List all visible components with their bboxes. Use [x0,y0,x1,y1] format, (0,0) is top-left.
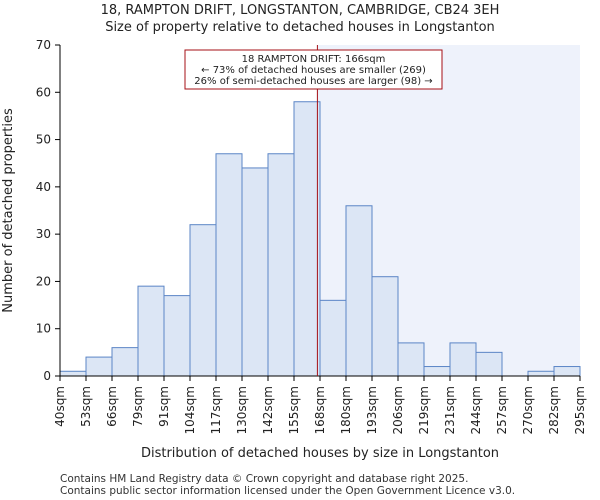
annotation-line-1: 18 RAMPTON DRIFT: 166sqm [242,54,386,65]
bar-104sqm [189,224,217,377]
x-tick-label: 117sqm [209,386,223,434]
y-tick-label: 0 [43,369,51,383]
x-tick-label: 244sqm [469,386,483,434]
bar-244sqm [475,351,503,377]
bar-180sqm [345,205,373,377]
bar-193sqm [371,276,399,377]
x-tick-label: 79sqm [131,386,145,427]
x-tick-label: 104sqm [183,386,197,434]
bar-130sqm [241,167,269,377]
annotation-line-3: 26% of semi-detached houses are larger (… [194,76,432,87]
bar-219sqm [423,366,451,377]
y-tick-label: 10 [36,322,51,336]
bar-282sqm [553,366,581,377]
bar-168sqm [319,299,347,377]
bar-142sqm [267,153,295,377]
bar-155sqm [293,101,321,377]
x-tick-label: 206sqm [391,386,405,434]
bar-231sqm [449,342,477,377]
y-tick-label: 70 [36,38,51,52]
bar-66sqm [111,347,139,377]
y-tick-label: 60 [36,85,51,99]
y-tick-label: 40 [36,180,51,194]
x-tick-label: 91sqm [157,386,171,427]
bar-79sqm [137,285,165,377]
x-tick-label: 53sqm [79,386,93,427]
bar-270sqm [527,370,555,377]
x-tick-label: 130sqm [235,386,249,434]
x-tick-label: 231sqm [443,386,457,434]
y-tick-label: 30 [36,227,51,241]
x-tick-label: 257sqm [495,386,509,434]
x-tick-label: 193sqm [365,386,379,434]
x-tick-label: 66sqm [105,386,119,427]
x-tick-label: 282sqm [547,386,561,434]
annotation-line-2: ← 73% of detached houses are smaller (26… [201,65,426,76]
x-tick-label: 180sqm [339,386,353,434]
footer-copyright: Contains HM Land Registry data © Crown c… [60,473,469,485]
chart-subtitle: Size of property relative to detached ho… [105,20,495,35]
bar-91sqm [163,295,191,377]
bar-40sqm [59,370,87,377]
x-tick-label: 219sqm [417,386,431,434]
bar-53sqm [85,356,113,377]
bar-206sqm [397,342,425,377]
y-axis-title: Number of detached properties [1,108,16,313]
x-tick-label: 295sqm [573,386,587,434]
x-tick-label: 40sqm [53,386,67,427]
y-tick-label: 20 [36,274,51,288]
y-tick-label: 50 [36,133,51,147]
annotation-box [184,49,443,90]
footer-licence: Contains public sector information licen… [60,485,516,497]
bar-117sqm [215,153,243,377]
x-tick-label: 270sqm [521,386,535,434]
x-tick-label: 142sqm [261,386,275,434]
x-tick-label: 155sqm [287,386,301,434]
x-axis-title: Distribution of detached houses by size … [141,446,499,461]
chart-title: 18, RAMPTON DRIFT, LONGSTANTON, CAMBRIDG… [100,3,500,18]
x-tick-label: 168sqm [313,386,327,434]
